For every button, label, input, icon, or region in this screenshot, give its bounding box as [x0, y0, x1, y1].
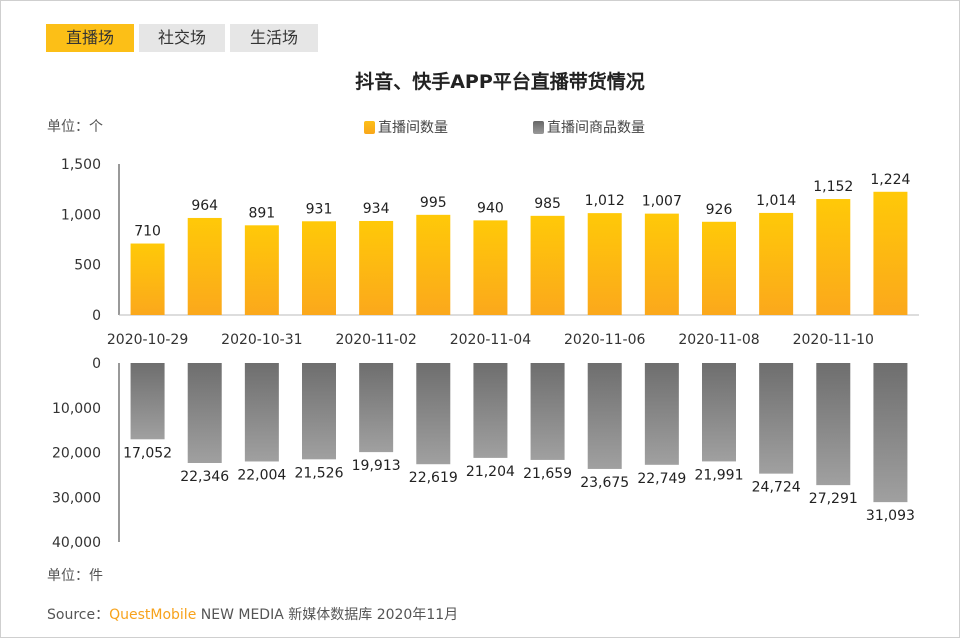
bar-products — [759, 363, 794, 474]
x-tick-label: 2020-11-10 — [793, 332, 874, 348]
data-label-products: 19,913 — [352, 458, 401, 474]
bar-products — [873, 363, 908, 503]
unit-top: 单位：个 — [47, 119, 103, 135]
bar-rooms — [302, 221, 336, 315]
data-label-products: 23,675 — [580, 475, 629, 491]
y-tick-label-top: 1,000 — [61, 207, 101, 223]
chart-title: 抖音、快手APP平台直播带货情况 — [355, 71, 645, 93]
bar-rooms — [187, 217, 222, 315]
data-label-rooms: 926 — [706, 202, 733, 218]
y-tick-label-bottom: 30,000 — [52, 490, 101, 506]
bar-products — [702, 363, 736, 462]
source-prefix: Source： — [47, 607, 110, 623]
bar-products — [187, 363, 222, 463]
data-label-products: 17,052 — [123, 445, 172, 461]
legend-label-products: 直播间商品数量 — [547, 120, 645, 136]
legend-swatch-products — [533, 120, 544, 134]
data-label-rooms: 1,152 — [813, 179, 853, 195]
bar-rooms — [702, 221, 736, 315]
data-label-rooms: 710 — [134, 224, 161, 240]
y-tick-label-bottom: 0 — [92, 356, 101, 372]
bar-products — [644, 363, 679, 465]
data-label-products: 21,204 — [466, 464, 515, 480]
bar-products — [130, 363, 165, 440]
data-label-rooms: 1,224 — [870, 172, 910, 188]
y-tick-label-top: 500 — [74, 258, 101, 274]
legend-swatch-rooms — [364, 120, 375, 134]
bar-products — [473, 363, 508, 458]
data-label-rooms: 964 — [191, 198, 218, 214]
y-tick-label-top: 1,500 — [61, 157, 101, 173]
x-tick-label: 2020-10-29 — [107, 332, 188, 348]
bar-products — [359, 363, 394, 453]
bar-rooms — [759, 212, 794, 315]
source-note: Source：QuestMobile NEW MEDIA 新媒体数据库 2020… — [47, 604, 458, 624]
bar-products — [587, 363, 622, 469]
bar-products — [530, 363, 565, 460]
source-brand: QuestMobile — [109, 607, 197, 623]
tab-life[interactable]: 生活场 — [230, 24, 318, 52]
data-label-rooms: 1,012 — [585, 193, 625, 209]
bar-products — [416, 363, 451, 465]
bar-products — [816, 363, 851, 486]
data-label-rooms: 985 — [534, 196, 561, 212]
data-label-rooms: 934 — [363, 201, 390, 217]
legend-label-rooms: 直播间数量 — [378, 120, 448, 136]
data-label-products: 22,346 — [180, 469, 229, 485]
data-label-products: 22,749 — [637, 471, 686, 487]
bar-rooms — [416, 214, 451, 315]
source-rest: NEW MEDIA 新媒体数据库 2020年11月 — [200, 607, 459, 623]
data-label-rooms: 931 — [306, 201, 333, 217]
y-tick-label-bottom: 10,000 — [52, 401, 101, 417]
data-label-rooms: 995 — [420, 195, 447, 211]
x-tick-label: 2020-11-02 — [335, 332, 416, 348]
data-label-rooms: 891 — [248, 205, 275, 221]
bar-rooms — [816, 199, 851, 315]
data-label-products: 31,093 — [866, 508, 915, 524]
data-label-rooms: 1,007 — [642, 194, 682, 210]
data-label-products: 24,724 — [752, 480, 801, 496]
y-tick-label-top: 0 — [92, 308, 101, 324]
x-tick-label: 2020-11-04 — [450, 332, 531, 348]
data-label-rooms: 940 — [477, 200, 504, 216]
bar-products — [244, 363, 279, 462]
bar-rooms — [473, 220, 508, 315]
legend-item-rooms: 直播间数量 — [364, 117, 448, 137]
x-tick-label: 2020-10-31 — [221, 332, 302, 348]
x-tick-label: 2020-11-06 — [564, 332, 645, 348]
x-tick-label: 2020-11-08 — [678, 332, 759, 348]
bar-rooms — [644, 213, 679, 315]
bar-rooms — [530, 215, 565, 315]
data-label-products: 27,291 — [809, 491, 858, 507]
legend-item-products: 直播间商品数量 — [533, 117, 645, 137]
bar-rooms — [359, 220, 394, 315]
bar-rooms — [873, 191, 908, 315]
unit-bottom: 单位：件 — [47, 568, 103, 584]
data-label-products: 21,991 — [695, 467, 744, 483]
bar-rooms — [244, 225, 279, 315]
data-label-products: 22,619 — [409, 470, 458, 486]
y-tick-label-bottom: 40,000 — [52, 535, 101, 551]
tab-social[interactable]: 社交场 — [139, 24, 225, 52]
bar-rooms — [587, 213, 622, 315]
data-label-products: 21,526 — [295, 465, 344, 481]
data-label-rooms: 1,014 — [756, 193, 796, 209]
bar-products — [302, 363, 336, 460]
bar-rooms — [130, 243, 165, 315]
y-tick-label-bottom: 20,000 — [52, 446, 101, 462]
data-label-products: 21,659 — [523, 466, 572, 482]
tab-live[interactable]: 直播场 — [46, 24, 134, 52]
data-label-products: 22,004 — [237, 467, 286, 483]
